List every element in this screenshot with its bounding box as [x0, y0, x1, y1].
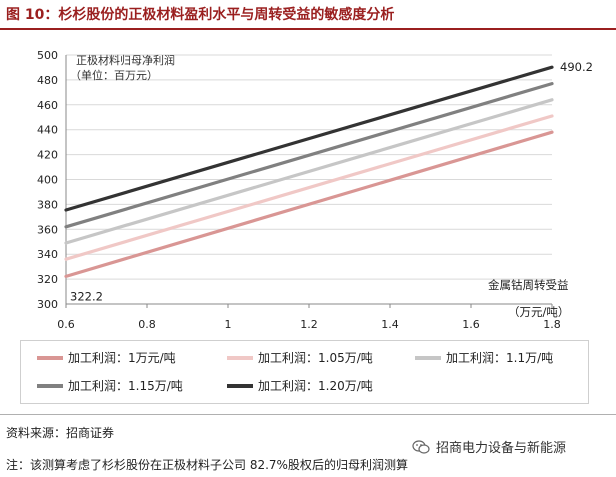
- x-tick-label: 0.6: [57, 318, 75, 331]
- y-tick-label: 480: [37, 74, 58, 87]
- brand-tag: 招商电力设备与新能源: [412, 437, 566, 456]
- y-tick-label: 460: [37, 99, 58, 112]
- legend-item-3: 加工利润：1.1万/吨: [415, 349, 553, 366]
- y-tick-label: 440: [37, 124, 58, 137]
- data-label: 322.2: [70, 289, 103, 303]
- legend-swatch: [227, 355, 253, 360]
- y-axis-label: 正极材料归母净利润: [76, 53, 175, 67]
- legend-label: 加工利润：1.05万/吨: [258, 351, 373, 365]
- y-axis-unit: （单位：百万元）: [70, 68, 158, 82]
- x-axis-label: 金属钴周转受益: [488, 278, 569, 292]
- brand-name: 招商电力设备与新能源: [436, 441, 567, 456]
- data-label: 490.2: [560, 60, 593, 74]
- y-tick-label: 380: [37, 198, 58, 211]
- series-line-5: [64, 65, 554, 212]
- series-line-2: [64, 114, 554, 261]
- x-tick-label: 1: [225, 318, 232, 331]
- y-tick-label: 300: [37, 298, 58, 311]
- legend-swatch: [37, 383, 63, 388]
- legend-item-4: 加工利润：1.15万/吨: [37, 377, 183, 394]
- series-line-3: [64, 98, 554, 245]
- legend-swatch: [415, 355, 441, 360]
- y-tick-label: 420: [37, 149, 58, 162]
- note-text: 注：该测算考虑了杉杉股份在正极材料子公司 82.7%股权后的归母利润测算: [6, 458, 408, 472]
- x-tick-label: 1.8: [543, 318, 561, 331]
- x-tick-label: 1.2: [300, 318, 318, 331]
- x-tick-label: 1.4: [381, 318, 399, 331]
- chart-legend: 加工利润：1万元/吨 加工利润：1.05万/吨 加工利润：1.1万/吨加工利润：1.…: [20, 340, 589, 404]
- series-line-4: [64, 82, 554, 229]
- x-axis-unit: （万元/吨）: [508, 305, 569, 319]
- source-text: 资料来源：招商证券: [6, 426, 115, 440]
- figure-title: 图 10：杉杉股份的正极材料盈利水平与周转受益的敏感度分析: [6, 7, 395, 23]
- legend-label: 加工利润：1.20万/吨: [258, 379, 373, 393]
- y-tick-label: 320: [37, 273, 58, 286]
- series-line-1: [64, 130, 554, 278]
- y-tick-label: 500: [37, 49, 58, 62]
- y-tick-label: 360: [37, 223, 58, 236]
- series-layer: [64, 65, 554, 278]
- annotation-layer: 322.2 490.2: [70, 60, 593, 303]
- legend-item-2: 加工利润：1.05万/吨: [227, 349, 373, 366]
- tick-layer: 300 320 340 360 380 400 420 440 460 480 500 0.6 0.8 1…: [37, 49, 561, 331]
- bottom-rule: [0, 414, 616, 415]
- label-layer: 正极材料归母净利润 （单位：百万元） 金属钴周转受益 （万元/吨）: [70, 53, 569, 319]
- grid-layer: [66, 54, 552, 305]
- sensitivity-line-chart: 300 320 340 360 380 400 420 440 460 480 500 0.6 0.8 1…: [37, 49, 593, 331]
- y-tick-label: 340: [37, 248, 58, 261]
- x-tick-label: 1.6: [462, 318, 480, 331]
- title-rule: [0, 28, 616, 30]
- axis-layer: [65, 55, 553, 308]
- legend-item-5: 加工利润：1.20万/吨: [227, 377, 373, 394]
- legend-label: 加工利润：1万元/吨: [68, 351, 176, 365]
- x-tick-label: 0.8: [138, 318, 156, 331]
- legend-swatch: [227, 383, 253, 388]
- legend-item-1: 加工利润：1万元/吨: [37, 349, 176, 366]
- legend-label: 加工利润：1.15万/吨: [68, 379, 183, 393]
- legend-label: 加工利润：1.1万/吨: [446, 351, 554, 365]
- legend-swatch: [37, 355, 63, 360]
- y-tick-label: 400: [37, 174, 58, 187]
- wechat-icon: [412, 439, 430, 454]
